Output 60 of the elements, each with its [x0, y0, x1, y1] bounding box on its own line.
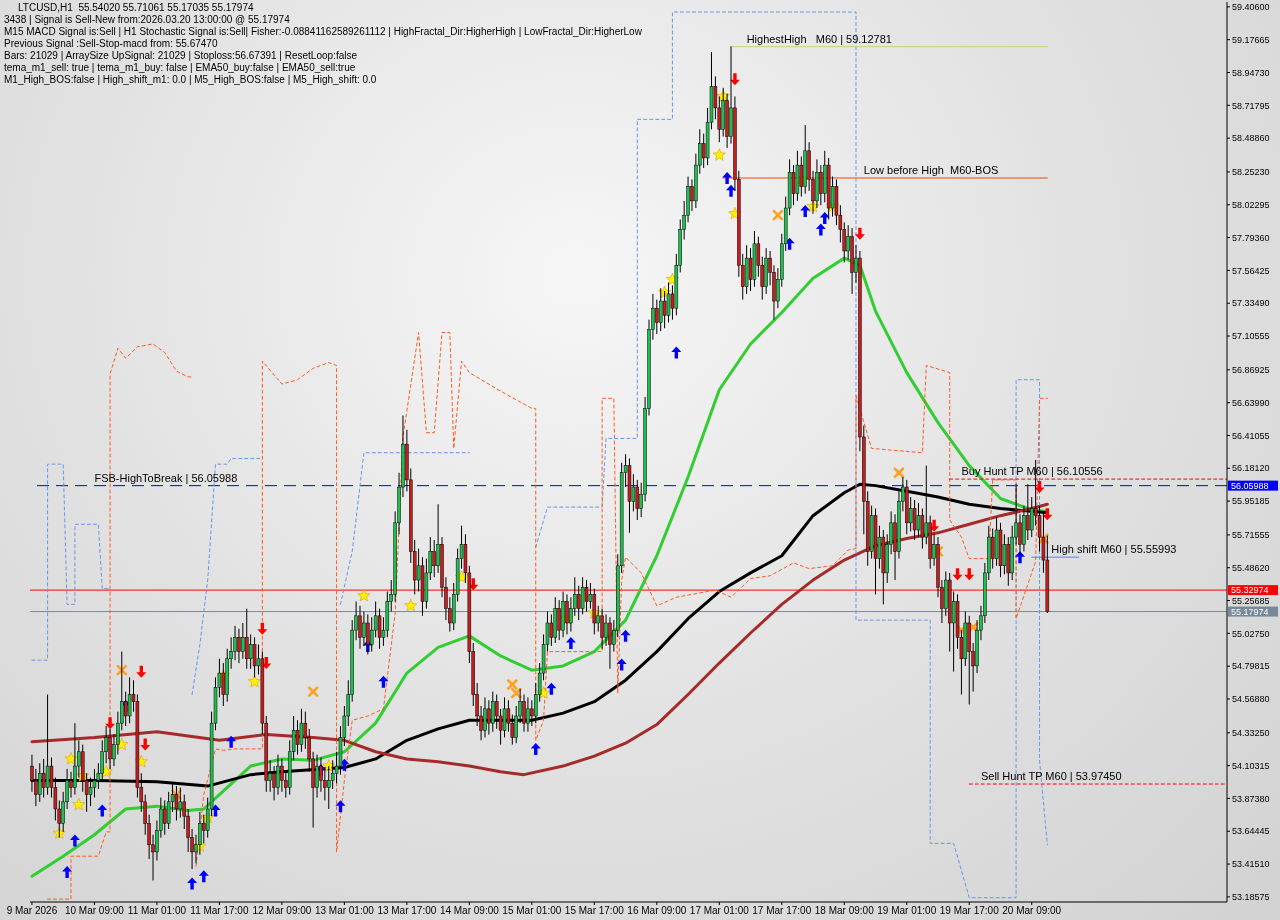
annotation: HighestHigh M60 | 59.12781 [746, 32, 892, 45]
annotation: Sell Hunt TP M60 | 53.97450 [980, 770, 1122, 783]
y-tick-label: 58.71795 [1232, 100, 1270, 111]
y-tick-label: 56.18120 [1232, 463, 1270, 474]
y-tick-label: 55.02750 [1232, 628, 1270, 639]
annotation: Previous Signal :Sell-Stop-macd from: 55.67470 [4, 38, 219, 50]
y-tick-label: 54.56880 [1232, 694, 1270, 705]
chart-title: LTCUSD,H1 55.54020 55.71061 55.17035 55.17974 [17, 2, 255, 14]
y-tick-label: 58.25230 [1232, 167, 1270, 178]
y-tick-label: 53.64445 [1232, 826, 1270, 837]
y-tick-label: 58.94730 [1232, 67, 1270, 78]
y-tick-label: 57.33490 [1232, 298, 1270, 309]
y-tick-label: 53.41510 [1232, 859, 1270, 870]
x-tick-label: 13 Mar 17:00 [377, 905, 437, 917]
x-tick-label: 16 Mar 09:00 [627, 905, 687, 917]
annotation: Low before High M60-BOS [863, 163, 999, 176]
x-tick-label: 15 Mar 01:00 [502, 905, 562, 917]
x-tick-label: 19 Mar 01:00 [877, 905, 937, 917]
y-tick-label: 55.95185 [1232, 496, 1270, 507]
ref-line-label: 56.05988 [1231, 480, 1269, 491]
y-tick-label: 53.87380 [1232, 793, 1270, 804]
x-tick-label: 11 Mar 17:00 [190, 905, 249, 917]
x-tick-label: 10 Mar 09:00 [64, 905, 125, 917]
x-tick-label: 17 Mar 17:00 [752, 905, 812, 917]
y-tick-label: 56.63990 [1232, 397, 1270, 408]
x-tick-label: 19 Mar 17:00 [939, 905, 1000, 917]
annotation: tema_m1_sell: true | tema_m1_buy: false | EMA50_buy:false | EMA50_sell:true [4, 62, 357, 74]
ref-line-label: 55.17974 [1231, 606, 1269, 617]
y-tick-label: 58.48860 [1232, 133, 1270, 144]
x-tick-label: 9 Mar 2026 [6, 905, 58, 917]
annotation: M1_High_BOS:false | High_shift_m1: 0.0 | M5_High_BOS:false | M5_High_shift: 0.0 [4, 74, 378, 86]
x-tick-label: 12 Mar 09:00 [252, 905, 312, 917]
y-tick-label: 57.79360 [1232, 232, 1270, 243]
ref-line-label: 55.32974 [1231, 585, 1269, 596]
y-tick-label: 54.79815 [1232, 661, 1270, 672]
x-tick-label: 14 Mar 09:00 [439, 905, 500, 917]
y-tick-label: 55.25685 [1232, 595, 1270, 606]
y-tick-label: 59.40600 [1232, 2, 1270, 13]
y-tick-label: 57.56425 [1232, 265, 1270, 276]
y-tick-label: 55.48620 [1232, 562, 1270, 573]
y-tick-label: 59.17665 [1232, 34, 1270, 45]
y-tick-label: 54.10315 [1232, 760, 1270, 771]
annotation: High shift M60 | 55.55993 [1051, 543, 1177, 556]
y-tick-label: 56.86925 [1232, 365, 1270, 376]
y-tick-label: 57.10555 [1232, 331, 1270, 342]
annotation: Bars: 21029 | ArraySize UpSignal: 21029 | Stoploss:56.67391 | ResetLoop:false [4, 50, 359, 62]
annotation: M15 MACD Signal is:Sell | H1 Stochastic Signal is:Sell| Fisher:-0.08841162589261112 | HighFractal_Dir:HigherHigh | LowFractal_Dir:HigherLow [4, 26, 642, 38]
x-tick-label: 15 Mar 17:00 [564, 905, 625, 917]
annotation: 3438 | Signal is Sell-New from:2026.03.20 13:00:00 @ 55.17974 [4, 14, 291, 26]
x-tick-label: 18 Mar 09:00 [814, 905, 875, 917]
annotation: FSB-HighToBreak | 56.05988 [94, 471, 238, 484]
y-tick-label: 54.33250 [1232, 728, 1270, 738]
y-tick-label: 56.41055 [1232, 430, 1270, 441]
x-tick-label: 20 Mar 09:00 [1002, 905, 1062, 917]
x-tick-label: 11 Mar 01:00 [127, 905, 187, 917]
x-tick-label: 17 Mar 01:00 [689, 905, 750, 917]
y-tick-label: 58.02295 [1232, 199, 1270, 210]
y-tick-label: 55.71555 [1232, 530, 1270, 541]
x-tick-label: 13 Mar 01:00 [314, 905, 375, 917]
y-tick-label: 53.18575 [1232, 892, 1270, 903]
